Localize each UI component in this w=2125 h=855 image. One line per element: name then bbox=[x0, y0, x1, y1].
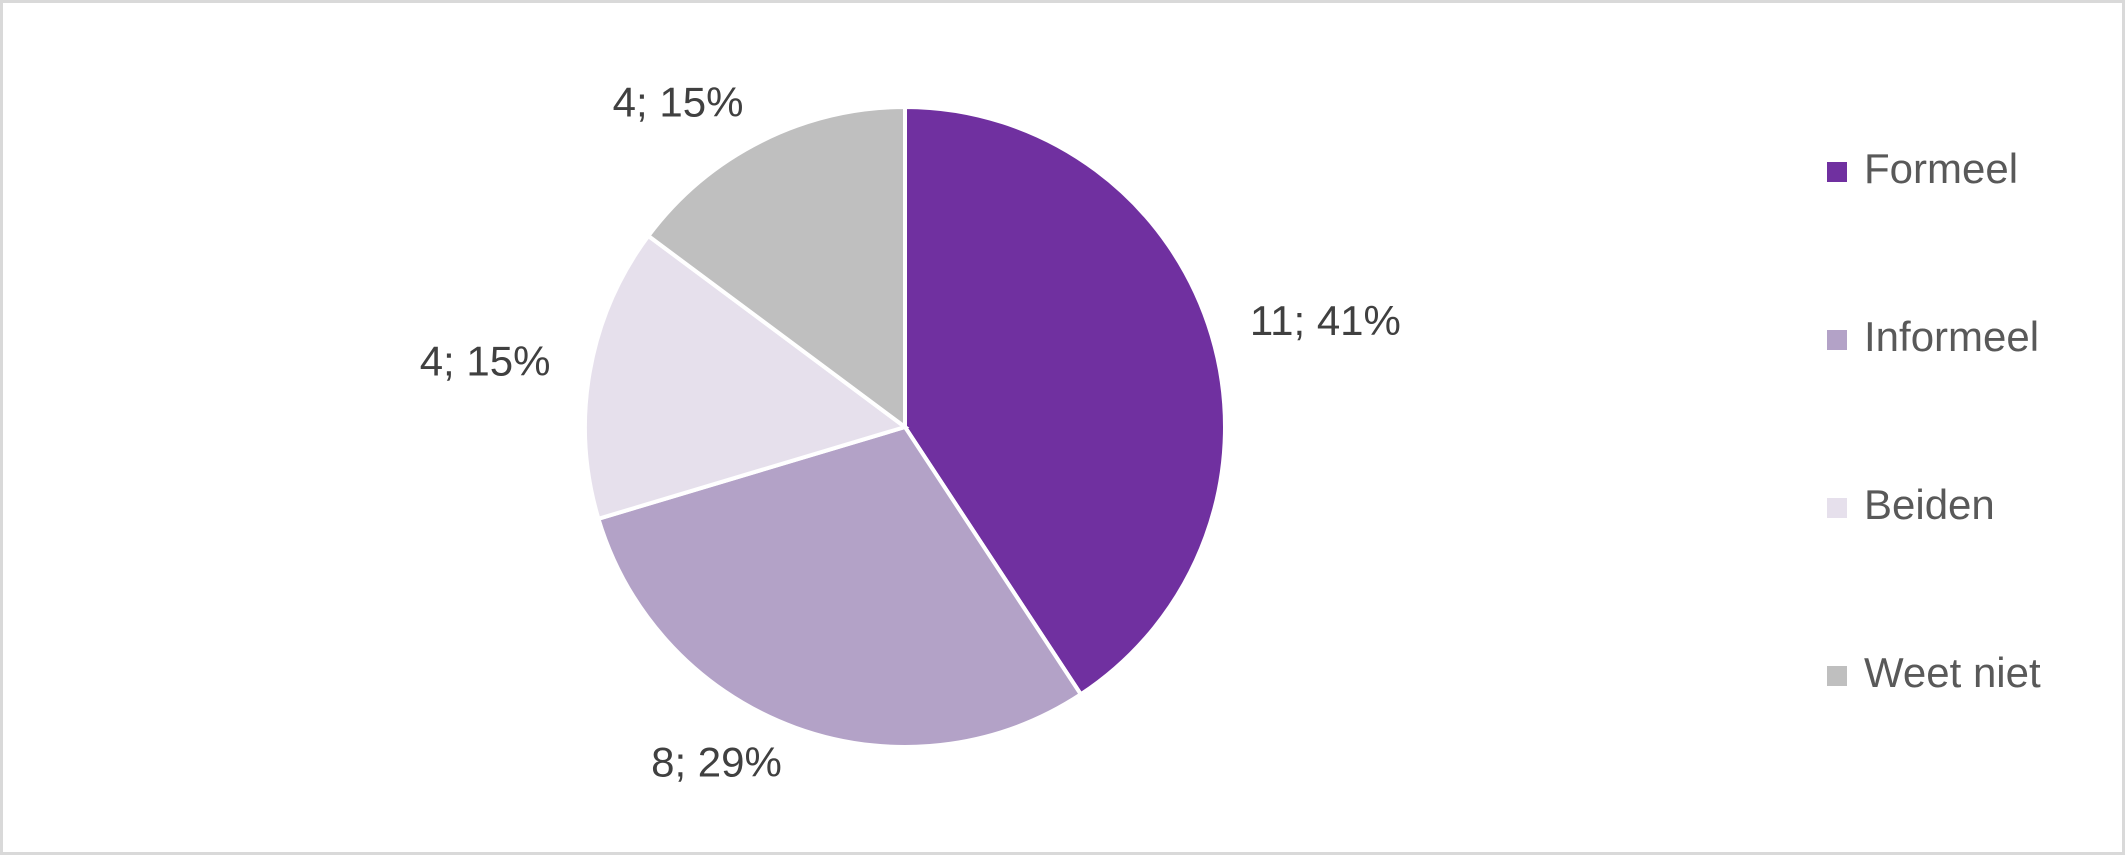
pie-slice bbox=[595, 424, 1084, 749]
data-label: 4; 15% bbox=[420, 338, 551, 385]
legend-swatch bbox=[1827, 330, 1847, 350]
legend-swatch bbox=[1827, 666, 1847, 686]
legend-label: Informeel bbox=[1864, 313, 2039, 360]
legend-swatch bbox=[1827, 498, 1847, 518]
legend-swatch bbox=[1827, 162, 1847, 182]
data-label: 11; 41% bbox=[1250, 297, 1401, 344]
data-label: 4; 15% bbox=[613, 78, 744, 125]
legend-label: Weet niet bbox=[1864, 649, 2041, 696]
pie-slice bbox=[583, 233, 910, 522]
legend-label: Formeel bbox=[1864, 145, 2018, 192]
data-label: 8; 29% bbox=[651, 738, 782, 785]
pie-slice bbox=[645, 104, 907, 431]
legend-label: Beiden bbox=[1864, 481, 1995, 528]
